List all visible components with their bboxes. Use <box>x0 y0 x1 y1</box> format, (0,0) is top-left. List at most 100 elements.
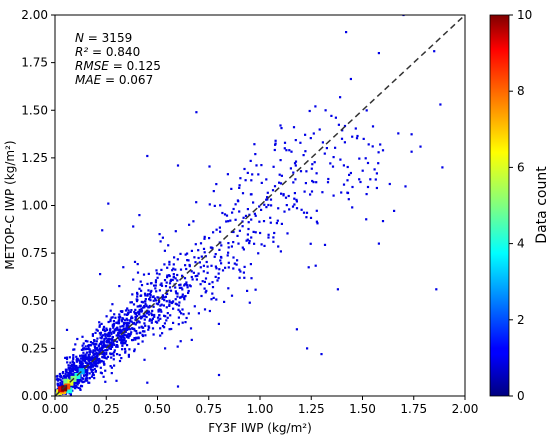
data-point <box>247 227 250 231</box>
data-point <box>332 194 335 197</box>
data-point <box>203 235 206 238</box>
data-point <box>165 300 168 303</box>
data-point <box>208 203 211 206</box>
data-point <box>175 292 178 295</box>
data-point <box>184 321 187 324</box>
y-axis-label: METOP-C IWP (kg/m²) <box>3 140 17 269</box>
data-point <box>270 204 273 207</box>
data-point <box>274 143 277 146</box>
data-point <box>137 311 141 314</box>
data-point <box>265 198 268 201</box>
data-point <box>174 277 177 280</box>
data-point <box>164 347 167 350</box>
data-point <box>180 312 183 315</box>
data-point <box>247 221 250 224</box>
data-point <box>80 360 83 363</box>
data-point <box>365 193 368 196</box>
data-point <box>299 141 302 144</box>
data-point <box>243 265 246 268</box>
y-axis: 0.00 0.25 0.50 0.75 1.00 1.25 1.50 1.75 2.00 <box>21 8 55 403</box>
data-point <box>100 341 103 344</box>
data-point <box>140 284 144 287</box>
data-point <box>187 259 190 262</box>
data-point <box>87 353 90 356</box>
data-point <box>133 350 136 353</box>
data-point <box>85 369 88 372</box>
data-point <box>263 244 266 247</box>
data-point <box>254 288 257 291</box>
data-point <box>125 317 128 320</box>
data-point <box>60 383 63 386</box>
data-point <box>65 356 68 359</box>
data-point <box>128 322 131 325</box>
data-point <box>104 380 107 383</box>
data-point <box>275 222 278 225</box>
data-point <box>349 77 352 81</box>
data-point <box>267 203 270 207</box>
data-point <box>69 361 72 364</box>
data-point <box>241 225 244 228</box>
data-point <box>227 242 230 245</box>
data-point <box>101 346 104 349</box>
data-point <box>123 333 126 336</box>
data-point <box>102 361 105 364</box>
data-point <box>246 238 249 241</box>
data-point <box>404 185 407 188</box>
data-point <box>133 329 136 332</box>
data-point <box>113 349 116 352</box>
data-point <box>245 239 248 242</box>
data-point <box>299 170 303 173</box>
data-point <box>98 325 101 328</box>
data-point <box>140 294 143 297</box>
data-point <box>223 300 226 303</box>
data-point <box>131 293 134 296</box>
data-point <box>74 343 77 346</box>
data-point <box>112 320 115 323</box>
data-point <box>221 269 225 272</box>
data-point <box>371 145 374 148</box>
data-point <box>126 307 129 310</box>
data-point <box>241 246 244 249</box>
data-point <box>168 260 171 263</box>
data-point <box>126 344 129 347</box>
data-point <box>86 363 89 366</box>
data-point <box>176 279 179 282</box>
data-point <box>83 380 86 383</box>
data-point <box>146 311 149 314</box>
data-point <box>334 116 337 119</box>
data-point <box>309 137 312 140</box>
data-point <box>109 353 113 356</box>
data-point <box>178 284 181 287</box>
data-point <box>56 383 59 386</box>
data-point <box>153 315 156 318</box>
data-point <box>96 346 99 350</box>
data-point <box>169 289 173 292</box>
data-point <box>181 274 184 277</box>
data-point <box>238 184 241 187</box>
data-point <box>149 318 152 321</box>
data-point <box>109 327 112 330</box>
data-point <box>200 294 203 298</box>
data-point <box>169 314 172 317</box>
data-point <box>166 316 169 319</box>
data-point <box>402 15 405 17</box>
data-point <box>194 275 197 278</box>
data-point <box>86 373 89 376</box>
data-point <box>351 135 354 138</box>
data-point <box>118 285 121 288</box>
data-point <box>111 316 114 319</box>
data-point <box>180 295 183 298</box>
data-point <box>274 139 277 142</box>
data-point <box>84 345 87 348</box>
data-point <box>304 182 307 185</box>
data-point <box>225 220 228 223</box>
data-point <box>172 300 175 303</box>
data-point <box>121 324 124 328</box>
data-point <box>131 316 134 320</box>
data-point <box>176 385 180 388</box>
data-point <box>242 248 245 251</box>
data-point <box>92 357 95 360</box>
data-point <box>120 338 123 341</box>
data-point <box>365 109 368 112</box>
data-point <box>147 325 150 328</box>
